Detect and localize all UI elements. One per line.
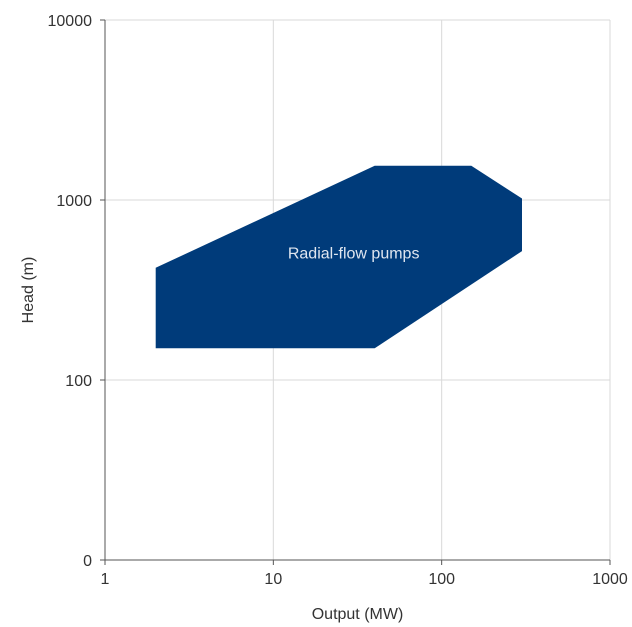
x-axis-title: Output (MW) <box>312 606 404 623</box>
y-tick-label: 1000 <box>56 193 92 210</box>
y-tick-label: 0 <box>83 553 92 570</box>
region-label: Radial-flow pumps <box>288 246 420 263</box>
y-tick-label: 100 <box>65 373 92 390</box>
regions-layer: Radial-flow pumps <box>156 166 522 349</box>
y-axis-title: Head (m) <box>20 257 37 324</box>
x-tick-label: 1 <box>101 571 110 588</box>
y-tick-label: 10000 <box>48 13 93 30</box>
x-tick-label: 10 <box>264 571 282 588</box>
x-tick-label: 1000 <box>592 571 628 588</box>
x-tick-label: 100 <box>428 571 455 588</box>
